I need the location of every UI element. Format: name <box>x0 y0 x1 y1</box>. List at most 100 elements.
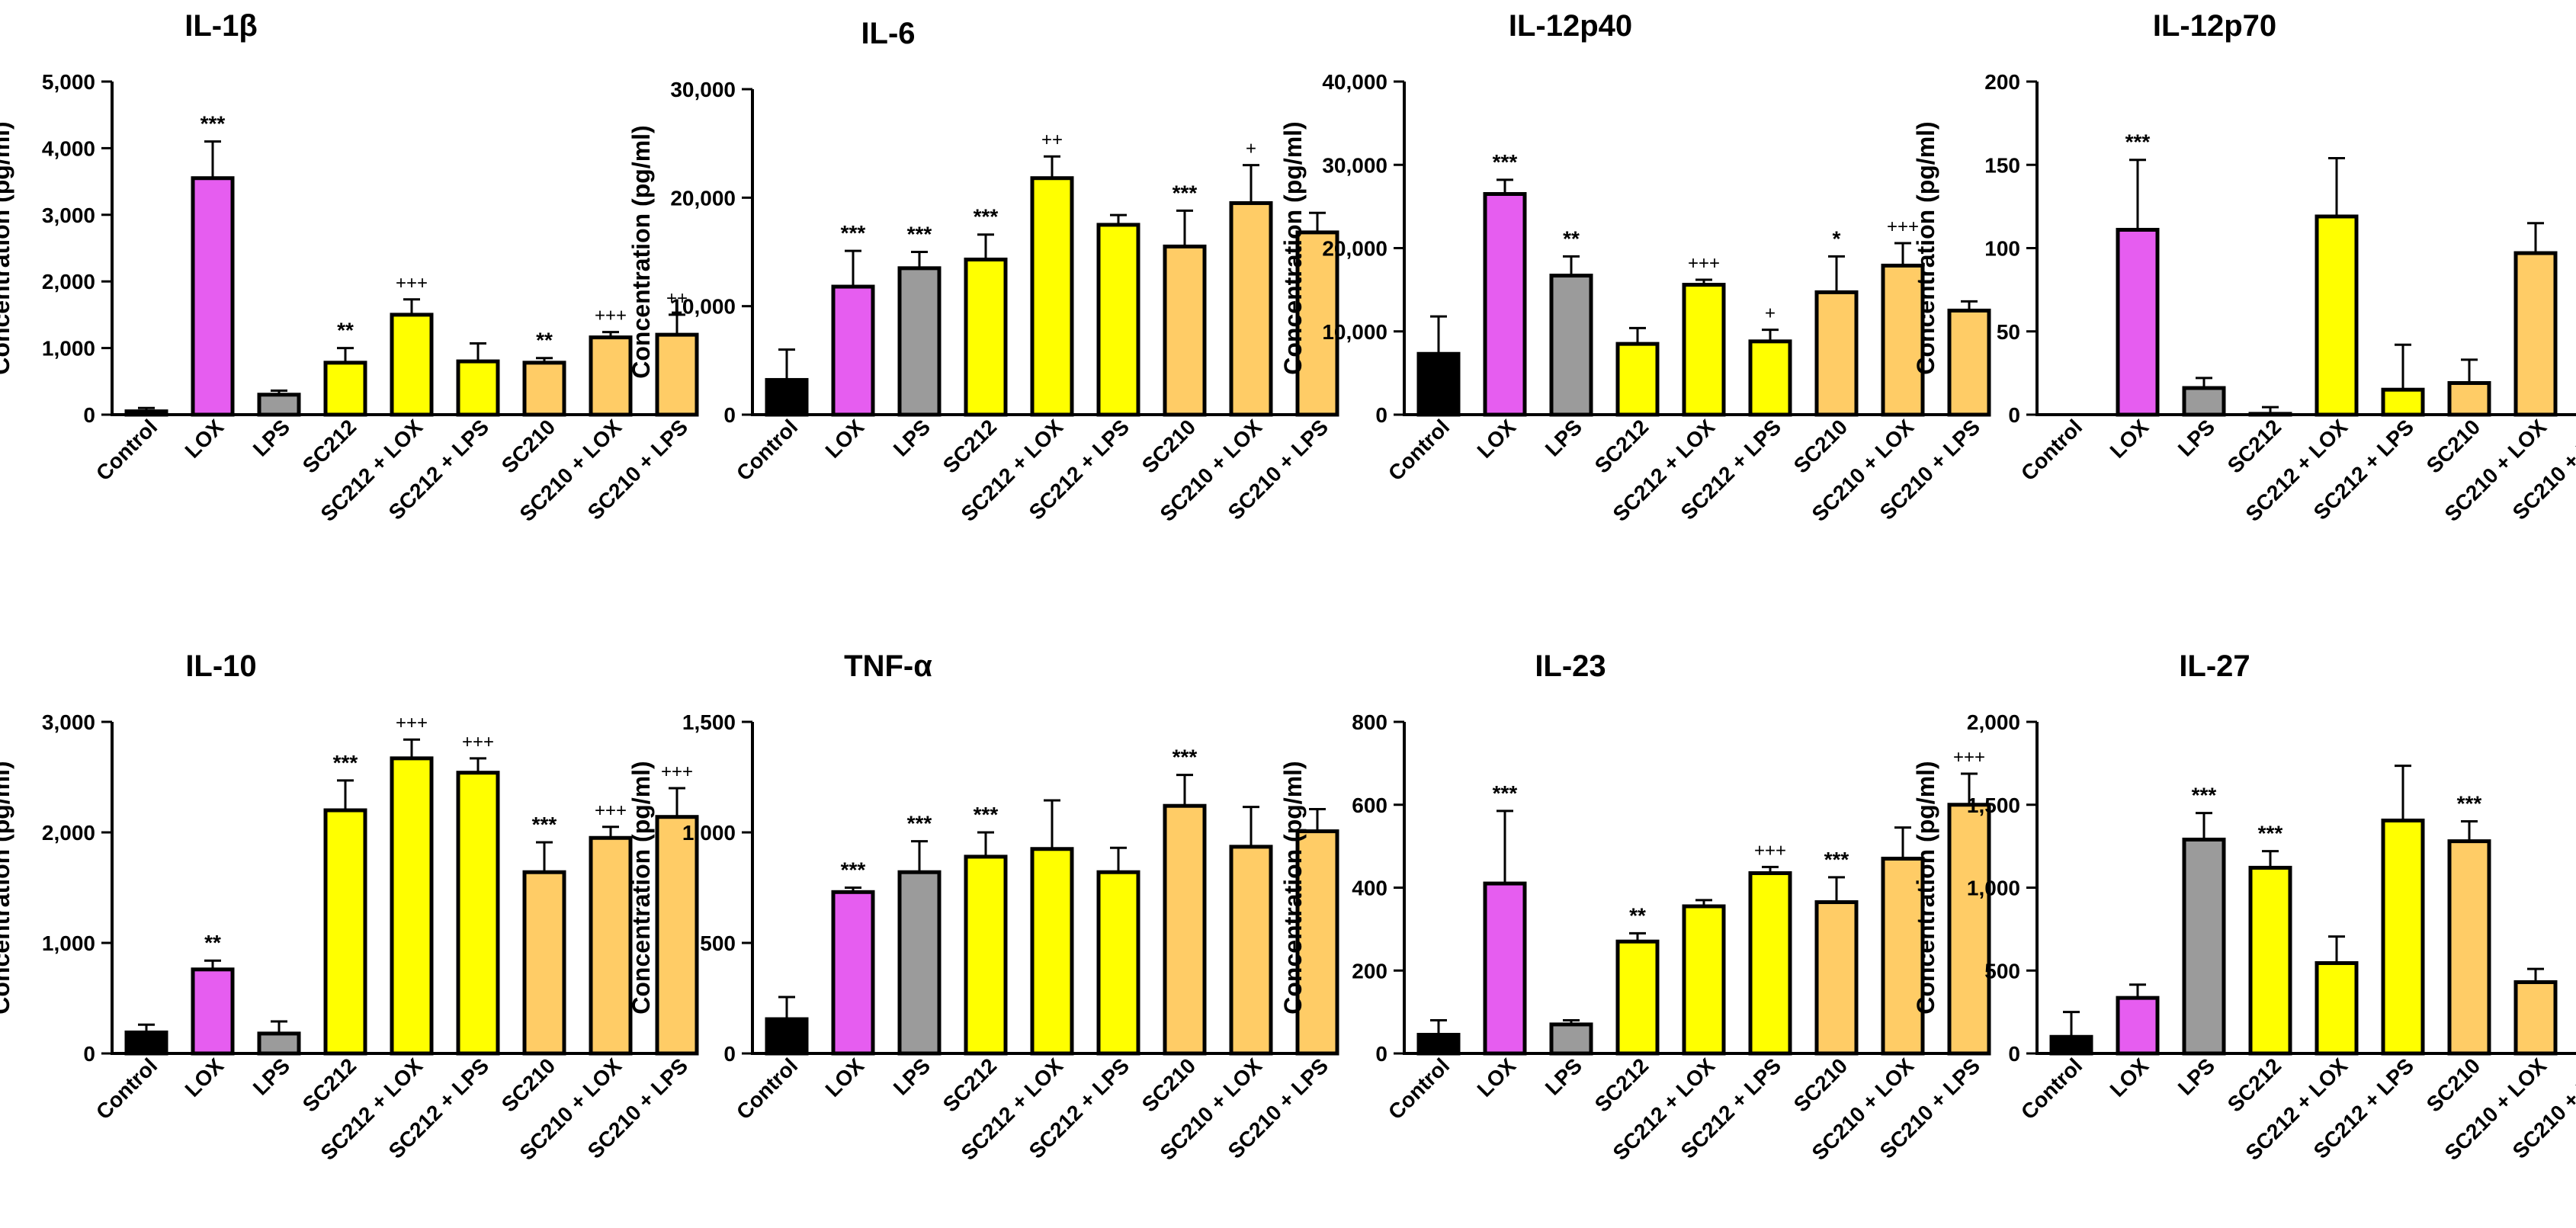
significance-label: *** <box>907 812 932 835</box>
y-tick-label: 5,000 <box>42 70 95 94</box>
significance-label: +++ <box>595 800 627 821</box>
significance-label: *** <box>1824 848 1849 871</box>
chart-title: IL-10 <box>185 649 256 683</box>
bar <box>1163 244 1207 417</box>
bar <box>191 967 235 1056</box>
x-tick-label: LOX <box>2106 415 2154 463</box>
significance-label: +++ <box>396 713 428 733</box>
bar <box>1682 904 1726 1056</box>
x-tick-label: LPS <box>2173 415 2219 460</box>
x-tick-label: SC210 <box>1789 1053 1852 1116</box>
bar <box>191 176 235 417</box>
y-tick-label: 500 <box>700 931 736 955</box>
bar <box>2381 818 2425 1056</box>
y-axis-label: Concentration (pg/ml) <box>1912 121 1939 374</box>
y-tick-label: 30,000 <box>670 78 736 101</box>
bar <box>1814 290 1859 417</box>
significance-label: *** <box>1173 745 1198 769</box>
bar <box>1483 191 1527 417</box>
bar <box>1483 881 1527 1056</box>
bar <box>1748 339 1792 417</box>
significance-label: +++ <box>462 732 494 752</box>
bar <box>2049 1034 2093 1056</box>
significance-label: ++ <box>1041 130 1063 150</box>
y-tick-label: 500 <box>1984 959 2020 983</box>
significance-label: + <box>1246 139 1256 159</box>
y-tick-label: 2,000 <box>42 821 95 845</box>
x-tick-label: Control <box>2016 1053 2087 1124</box>
x-tick-label: Control <box>91 1053 162 1124</box>
bar <box>765 1017 809 1056</box>
y-tick-label: 10,000 <box>1322 320 1387 344</box>
y-tick-label: 3,000 <box>42 204 95 227</box>
chart-title: IL-23 <box>1535 649 1606 683</box>
y-axis-label: Concentration (pg/ml) <box>1912 761 1939 1014</box>
x-tick-label: LPS <box>1541 415 1586 460</box>
y-tick-label: 0 <box>1375 403 1387 427</box>
x-tick-label: SC210 <box>1137 415 1200 477</box>
bar <box>765 377 809 417</box>
y-tick-label: 20,000 <box>670 186 736 210</box>
bar <box>1881 856 1925 1056</box>
bar <box>1229 200 1273 417</box>
bar <box>2513 980 2558 1056</box>
bar <box>1416 351 1461 417</box>
y-axis-label: Concentration (pg/ml) <box>1279 761 1307 1014</box>
significance-label: +++ <box>1754 840 1786 861</box>
bar <box>831 890 875 1056</box>
bar <box>2248 412 2292 417</box>
y-axis-label: Concentration (pg/ml) <box>0 761 14 1014</box>
x-tick-label: LPS <box>1541 1053 1586 1099</box>
significance-label: *** <box>2192 784 2217 807</box>
x-tick-label: SC212 <box>298 1053 361 1116</box>
significance-label: *** <box>333 751 358 774</box>
x-tick-label: SC212 <box>298 415 361 477</box>
chart-title: TNF-α <box>844 649 932 683</box>
x-tick-label: SC212 <box>1590 415 1653 477</box>
bar <box>589 335 633 417</box>
bar <box>1881 263 1925 417</box>
x-tick-label: Control <box>91 415 162 485</box>
y-tick-label: 1,000 <box>42 337 95 361</box>
significance-label: +++ <box>1688 253 1720 274</box>
bar <box>589 835 633 1056</box>
bar <box>2248 865 2292 1056</box>
x-tick-label: LPS <box>2173 1053 2219 1099</box>
significance-label: *** <box>974 803 999 826</box>
bar <box>897 870 942 1056</box>
x-tick-label: LOX <box>1473 415 1521 463</box>
bar <box>2315 960 2359 1056</box>
bar <box>522 361 566 417</box>
y-tick-label: 0 <box>2008 403 2020 427</box>
bar <box>655 815 699 1056</box>
chart-panel-2: IL-6 Concentration (pg/ml) 0 10,000 20,000 30… <box>627 17 1339 526</box>
y-tick-label: 30,000 <box>1322 153 1387 177</box>
x-tick-label: Control <box>2016 415 2087 485</box>
significance-label: + <box>1765 303 1776 324</box>
y-tick-label: 600 <box>1352 794 1387 817</box>
x-tick-label: SC210 <box>1137 1053 1200 1116</box>
significance-label: ** <box>337 319 354 342</box>
significance-label: +++ <box>1887 216 1919 237</box>
bar <box>2116 227 2160 417</box>
x-tick-label: SC212 <box>938 1053 1001 1116</box>
chart-panel-7: IL-23 Concentration (pg/ml) 0 200 400 600 800 C… <box>1279 649 1991 1165</box>
chart-panel-8: IL-27 Concentration (pg/ml) 0 500 1,000 1,500… <box>1912 649 2576 1165</box>
chart-title: IL-27 <box>2179 649 2250 683</box>
y-tick-label: 1,500 <box>1967 794 2020 817</box>
bar <box>2381 387 2425 417</box>
y-tick-label: 400 <box>1352 877 1387 900</box>
bar <box>124 1030 168 1056</box>
chart-panel-4: IL-12p70 Concentration (pg/ml) 0 50 100 150 20… <box>1912 9 2576 526</box>
significance-label: ** <box>1563 226 1580 250</box>
bar <box>1682 283 1726 417</box>
x-tick-label: Control <box>732 415 802 485</box>
y-tick-label: 2,000 <box>42 270 95 293</box>
significance-label: *** <box>532 813 557 836</box>
chart-panel-6: TNF-α Concentration (pg/ml) 0 500 1,000 1,500… <box>627 649 1339 1165</box>
x-tick-label: SC212 <box>1590 1053 1653 1116</box>
y-tick-label: 100 <box>1984 237 2020 261</box>
bar <box>390 756 434 1056</box>
significance-label: *** <box>1493 781 1518 805</box>
